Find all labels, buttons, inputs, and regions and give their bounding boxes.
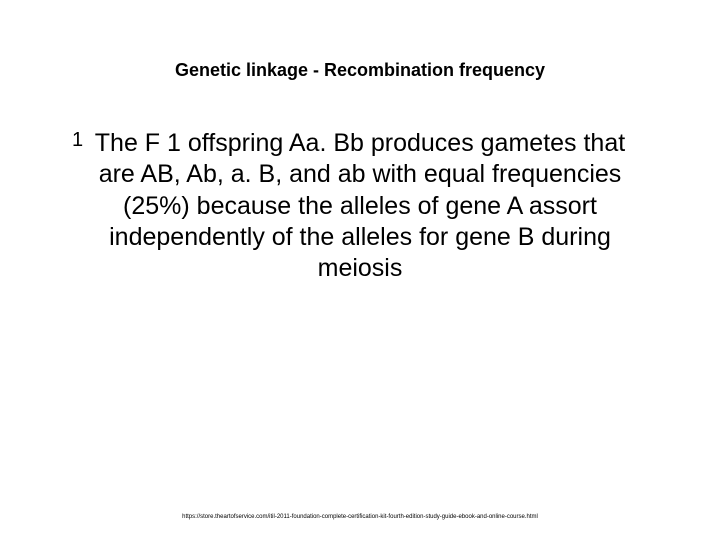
bullet-marker: 1 [72, 128, 83, 153]
body-content: The F 1 offspring Aa. Bb produces gamete… [95, 129, 625, 282]
slide-container: Genetic linkage - Recombination frequenc… [0, 0, 720, 540]
slide-title: Genetic linkage - Recombination frequenc… [0, 60, 720, 81]
footer-url: https://store.theartofservice.com/itil-2… [0, 514, 720, 520]
body-wrapper: 1 The F 1 offspring Aa. Bb produces game… [80, 128, 640, 284]
body-text: 1 The F 1 offspring Aa. Bb produces game… [80, 128, 640, 284]
